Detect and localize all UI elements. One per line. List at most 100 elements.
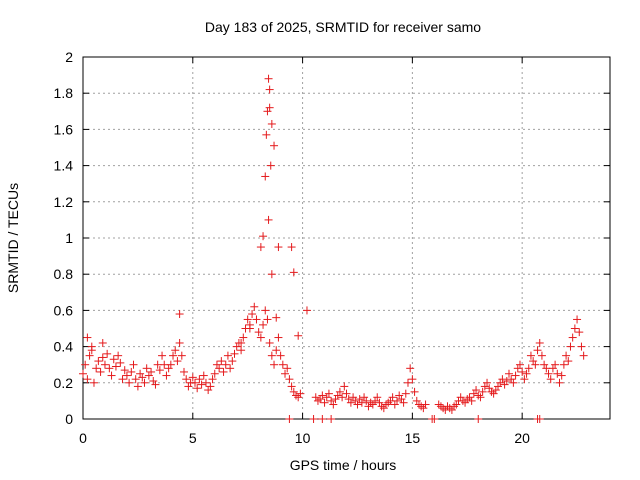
data-point <box>256 333 265 342</box>
x-tick-label: 20 <box>514 430 530 446</box>
x-tick-label: 0 <box>79 430 87 446</box>
data-point <box>496 378 505 387</box>
data-point <box>129 360 138 369</box>
grid-layer <box>83 57 610 419</box>
data-point <box>568 333 577 342</box>
data-point <box>276 351 285 360</box>
data-point <box>311 393 320 402</box>
data-point <box>504 369 513 378</box>
data-point <box>529 357 538 366</box>
data-point <box>507 375 516 384</box>
y-tick-label: 1.6 <box>54 121 74 137</box>
data-point <box>96 367 105 376</box>
data-point <box>540 360 549 369</box>
data-point <box>351 396 360 405</box>
y-tick-label: 2 <box>65 49 73 65</box>
data-point <box>175 338 184 347</box>
data-point <box>329 400 338 409</box>
data-point <box>480 382 489 391</box>
data-point <box>195 375 204 384</box>
data-point <box>239 333 248 342</box>
data-point <box>382 400 391 409</box>
data-point <box>147 367 156 376</box>
data-point <box>327 396 336 405</box>
data-point <box>212 360 221 369</box>
data-point <box>355 395 364 404</box>
data-point <box>125 378 134 387</box>
data-point <box>215 364 224 373</box>
data-point <box>149 376 158 385</box>
data-point <box>219 367 228 376</box>
data-point <box>333 391 342 400</box>
data-point <box>162 371 171 380</box>
data-point <box>465 393 474 402</box>
data-point <box>98 353 107 362</box>
data-point <box>266 161 275 170</box>
data-point <box>373 393 382 402</box>
data-point <box>388 393 397 402</box>
data-point <box>535 338 544 347</box>
data-point <box>452 400 461 409</box>
data-point <box>318 415 327 423</box>
data-point <box>208 375 217 384</box>
data-point <box>79 369 87 378</box>
data-point <box>92 364 101 373</box>
data-point <box>483 378 492 387</box>
data-point <box>502 376 511 385</box>
data-point <box>169 351 178 360</box>
data-point <box>166 360 175 369</box>
x-tick-label: 15 <box>405 430 421 446</box>
data-point <box>360 393 369 402</box>
data-point <box>210 369 219 378</box>
data-point <box>87 342 96 351</box>
data-point <box>259 232 268 241</box>
data-point <box>103 349 112 358</box>
data-point <box>294 331 303 340</box>
data-point <box>264 74 273 83</box>
data-point <box>375 398 384 407</box>
data-point <box>546 375 555 384</box>
data-point <box>535 415 544 423</box>
data-point <box>518 367 527 376</box>
data-point <box>309 415 318 423</box>
data-point <box>469 389 478 398</box>
data-point <box>509 378 518 387</box>
data-point <box>562 351 571 360</box>
data-point <box>419 404 428 413</box>
data-point <box>515 360 524 369</box>
data-point <box>544 369 553 378</box>
data-point <box>524 364 533 373</box>
data-point <box>296 389 305 398</box>
data-point <box>447 405 456 414</box>
data-point <box>262 130 271 139</box>
data-point <box>577 342 586 351</box>
data-point <box>109 355 118 364</box>
data-point <box>122 371 131 380</box>
data-point <box>263 315 272 324</box>
data-point <box>270 360 279 369</box>
data-point <box>342 389 351 398</box>
data-point <box>408 375 417 384</box>
data-point <box>346 398 355 407</box>
data-point <box>553 369 562 378</box>
data-point <box>259 320 268 329</box>
data-point <box>294 393 303 402</box>
data-point <box>133 382 142 391</box>
marker-layer <box>79 74 588 423</box>
y-tick-label: 0.8 <box>54 266 74 282</box>
data-point <box>564 357 573 366</box>
data-point <box>274 333 283 342</box>
data-point <box>289 268 298 277</box>
data-point <box>204 386 213 395</box>
data-point <box>445 404 454 413</box>
data-point <box>327 415 336 423</box>
data-point <box>228 357 237 366</box>
data-point <box>500 380 509 389</box>
data-point <box>199 371 208 380</box>
data-point <box>85 351 94 360</box>
data-point <box>201 378 210 387</box>
y-axis-label: SRMTID / TECUs <box>5 183 21 293</box>
data-point <box>467 396 476 405</box>
data-point <box>461 398 470 407</box>
